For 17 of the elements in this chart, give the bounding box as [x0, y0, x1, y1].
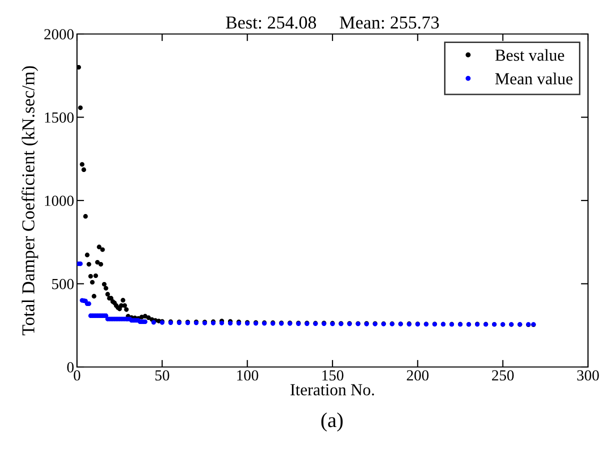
x-tick-label: 50	[155, 370, 170, 381]
x-tick-label: 100	[237, 370, 258, 381]
y-tick-label: 500	[52, 278, 74, 290]
x-axis-title: Iteration No.	[290, 384, 374, 396]
y-tick-label: 2000	[44, 29, 74, 40]
legend-label: Mean value	[495, 72, 572, 84]
chart-title: Best: 254.08 Mean: 255.73	[226, 16, 439, 29]
y-axis-title: Total Damper Coefficient (kN.sec/m)	[22, 66, 38, 336]
y-tick-label: 0	[67, 362, 74, 372]
y-tick-label: 1000	[45, 196, 74, 206]
text: (a)	[321, 412, 343, 432]
x-tick-label: 150	[322, 370, 344, 381]
x-tick-label: 300	[577, 370, 599, 381]
x-tick-label: 200	[406, 370, 429, 381]
x-tick-label: 250	[492, 370, 514, 381]
y-tick-label: 1500	[45, 112, 74, 123]
legend-label: Best value	[495, 49, 564, 61]
